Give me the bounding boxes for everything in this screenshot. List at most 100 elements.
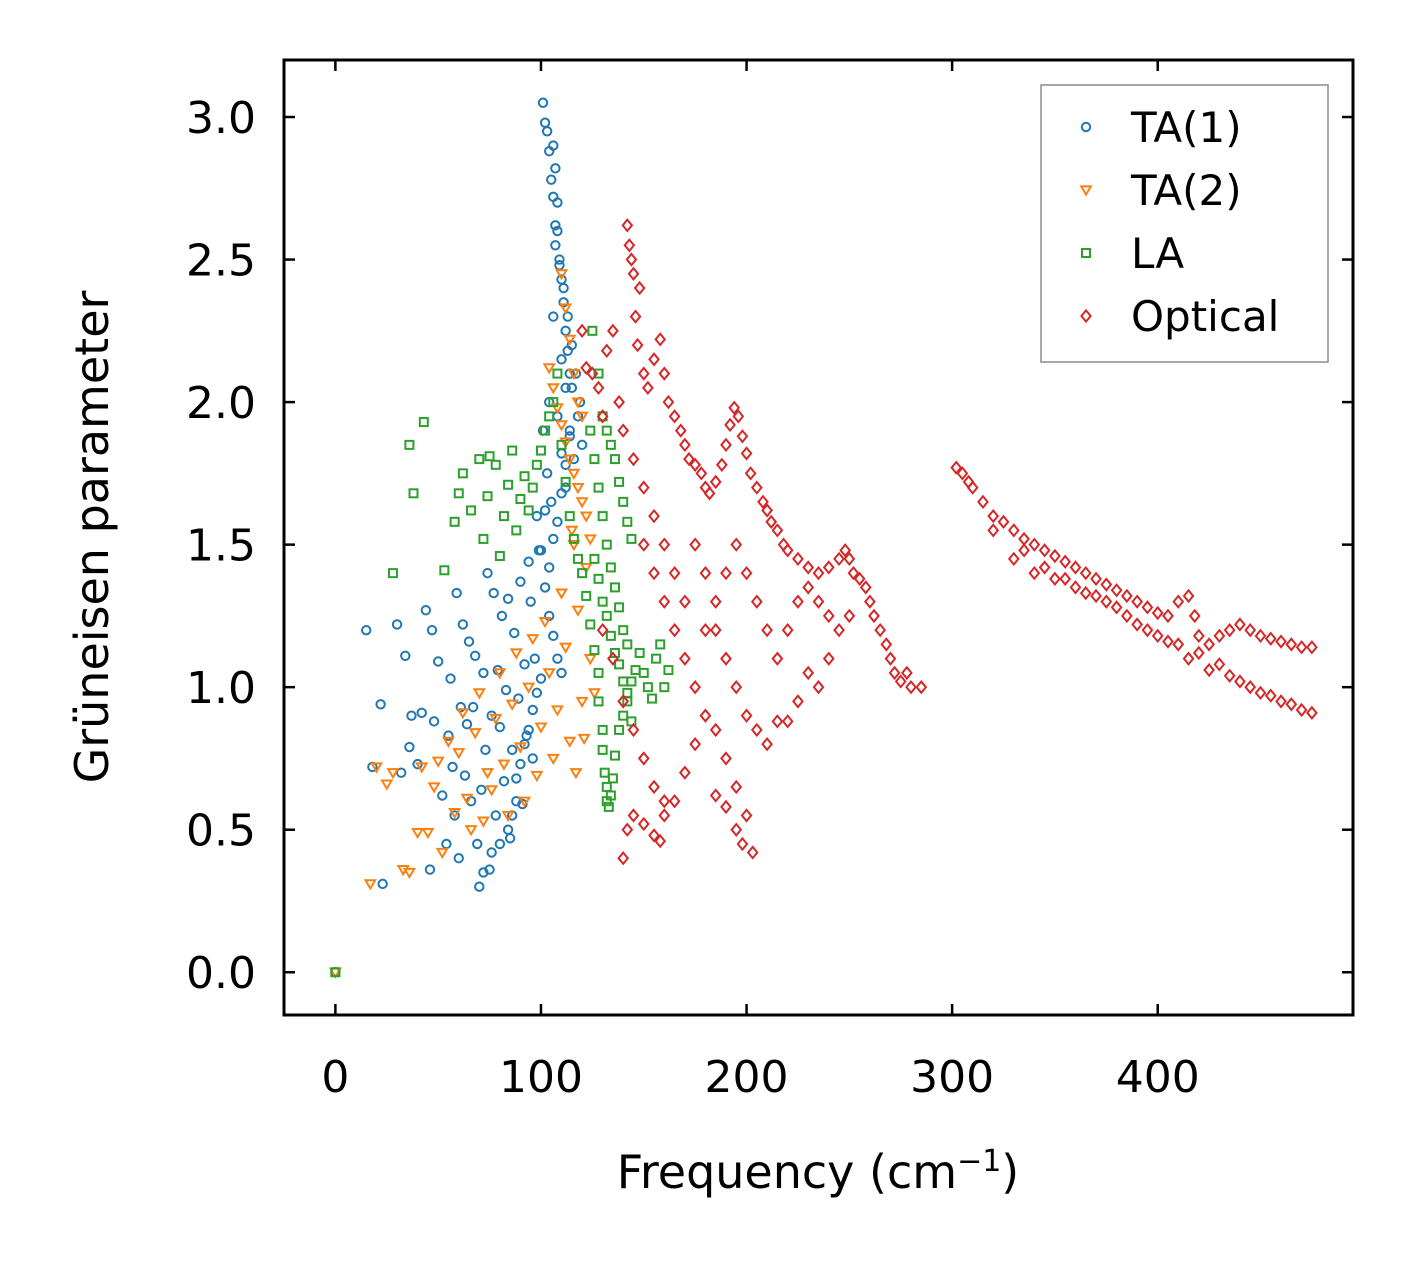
- point-optical: [617, 851, 630, 866]
- point-ta-2: [513, 742, 527, 754]
- point-ta-1: [531, 687, 543, 699]
- point-ta-1: [511, 795, 522, 807]
- point-ta-1: [531, 510, 543, 522]
- point-la: [581, 590, 592, 601]
- point-optical: [1018, 543, 1030, 558]
- point-la: [585, 425, 596, 436]
- point-la: [614, 724, 625, 735]
- point-optical: [915, 679, 928, 695]
- point-ta-1: [519, 659, 530, 670]
- point-optical: [633, 280, 646, 296]
- point-ta-1: [453, 853, 464, 864]
- point-la: [474, 454, 485, 465]
- point-la: [601, 425, 612, 436]
- point-optical: [1285, 637, 1298, 652]
- point-ta-1: [564, 425, 575, 436]
- legend-marker-la: [1081, 248, 1091, 258]
- point-la: [589, 645, 600, 656]
- point-optical: [765, 514, 778, 529]
- point-optical: [1079, 565, 1092, 581]
- point-ta-1: [424, 864, 436, 875]
- point-optical: [654, 833, 667, 849]
- point-optical: [658, 366, 671, 381]
- point-ta-1: [556, 274, 567, 285]
- point-optical: [757, 494, 769, 510]
- point-optical: [1038, 543, 1051, 558]
- point-optical: [607, 651, 619, 666]
- point-optical: [709, 622, 722, 638]
- point-ta-1: [541, 126, 553, 137]
- point-ta-2: [435, 847, 449, 860]
- point-optical: [668, 409, 681, 424]
- point-optical: [956, 466, 969, 481]
- point-la: [418, 417, 429, 428]
- point-ta-1: [558, 297, 569, 308]
- legend-marker-optical: [1080, 308, 1092, 324]
- point-ta-1: [432, 656, 444, 667]
- point-optical: [812, 565, 825, 581]
- point-optical: [627, 451, 640, 467]
- point-la: [614, 476, 625, 487]
- point-la: [531, 459, 542, 470]
- point-optical: [1151, 605, 1164, 621]
- point-la: [618, 496, 629, 507]
- point-la: [614, 659, 625, 670]
- point-optical: [781, 714, 794, 729]
- point-ta-2: [542, 363, 556, 375]
- point-ta-2: [579, 511, 593, 523]
- y-tick-label: 1.5: [186, 521, 256, 572]
- point-optical: [750, 480, 763, 495]
- point-la: [404, 439, 415, 450]
- point-ta-2: [571, 483, 585, 495]
- point-la: [659, 682, 670, 693]
- legend-label-optical: Optical: [1131, 292, 1279, 341]
- point-ta-1: [502, 824, 514, 835]
- point-optical: [802, 580, 815, 595]
- point-optical: [771, 714, 784, 729]
- point-ta-1: [449, 810, 460, 821]
- point-ta-1: [537, 97, 549, 108]
- y-tick-label: 2.5: [186, 236, 256, 287]
- point-ta-2: [567, 540, 581, 552]
- point-optical: [1295, 640, 1308, 655]
- point-la: [548, 397, 559, 408]
- point-ta-2: [563, 736, 577, 748]
- point-optical: [668, 565, 681, 581]
- point-optical: [1038, 560, 1051, 575]
- point-ta-2: [567, 368, 581, 381]
- point-optical: [1213, 657, 1226, 672]
- point-optical: [658, 808, 671, 823]
- point-optical: [1264, 631, 1277, 646]
- x-tick-label: 100: [499, 1052, 583, 1103]
- point-ta-1: [560, 382, 571, 394]
- point-optical: [732, 409, 745, 424]
- point-optical: [695, 466, 708, 481]
- point-optical: [678, 651, 691, 666]
- point-ta-2: [452, 748, 466, 760]
- point-ta-2: [554, 269, 569, 281]
- point-ta-2: [550, 705, 564, 717]
- point-ta-1: [463, 636, 475, 647]
- point-ta-1: [395, 767, 407, 778]
- point-ta-1: [469, 650, 481, 662]
- point-optical: [1244, 679, 1257, 695]
- point-optical: [654, 332, 667, 347]
- point-optical: [812, 679, 825, 695]
- point-la: [498, 511, 509, 522]
- point-la: [655, 639, 666, 650]
- ticks-layer: [284, 60, 1353, 1015]
- point-optical: [627, 722, 640, 738]
- point-optical: [1234, 674, 1246, 689]
- point-ta-1: [506, 744, 518, 756]
- point-optical: [1090, 588, 1102, 604]
- x-tick-label: 0: [321, 1052, 349, 1103]
- point-ta-1: [539, 582, 551, 593]
- point-optical: [627, 266, 640, 281]
- point-ta-1: [539, 505, 551, 516]
- point-ta-2: [441, 736, 456, 748]
- point-ta-1: [428, 716, 440, 727]
- point-ta-2: [575, 497, 589, 509]
- point-optical: [1090, 571, 1102, 587]
- point-ta-2: [497, 759, 511, 771]
